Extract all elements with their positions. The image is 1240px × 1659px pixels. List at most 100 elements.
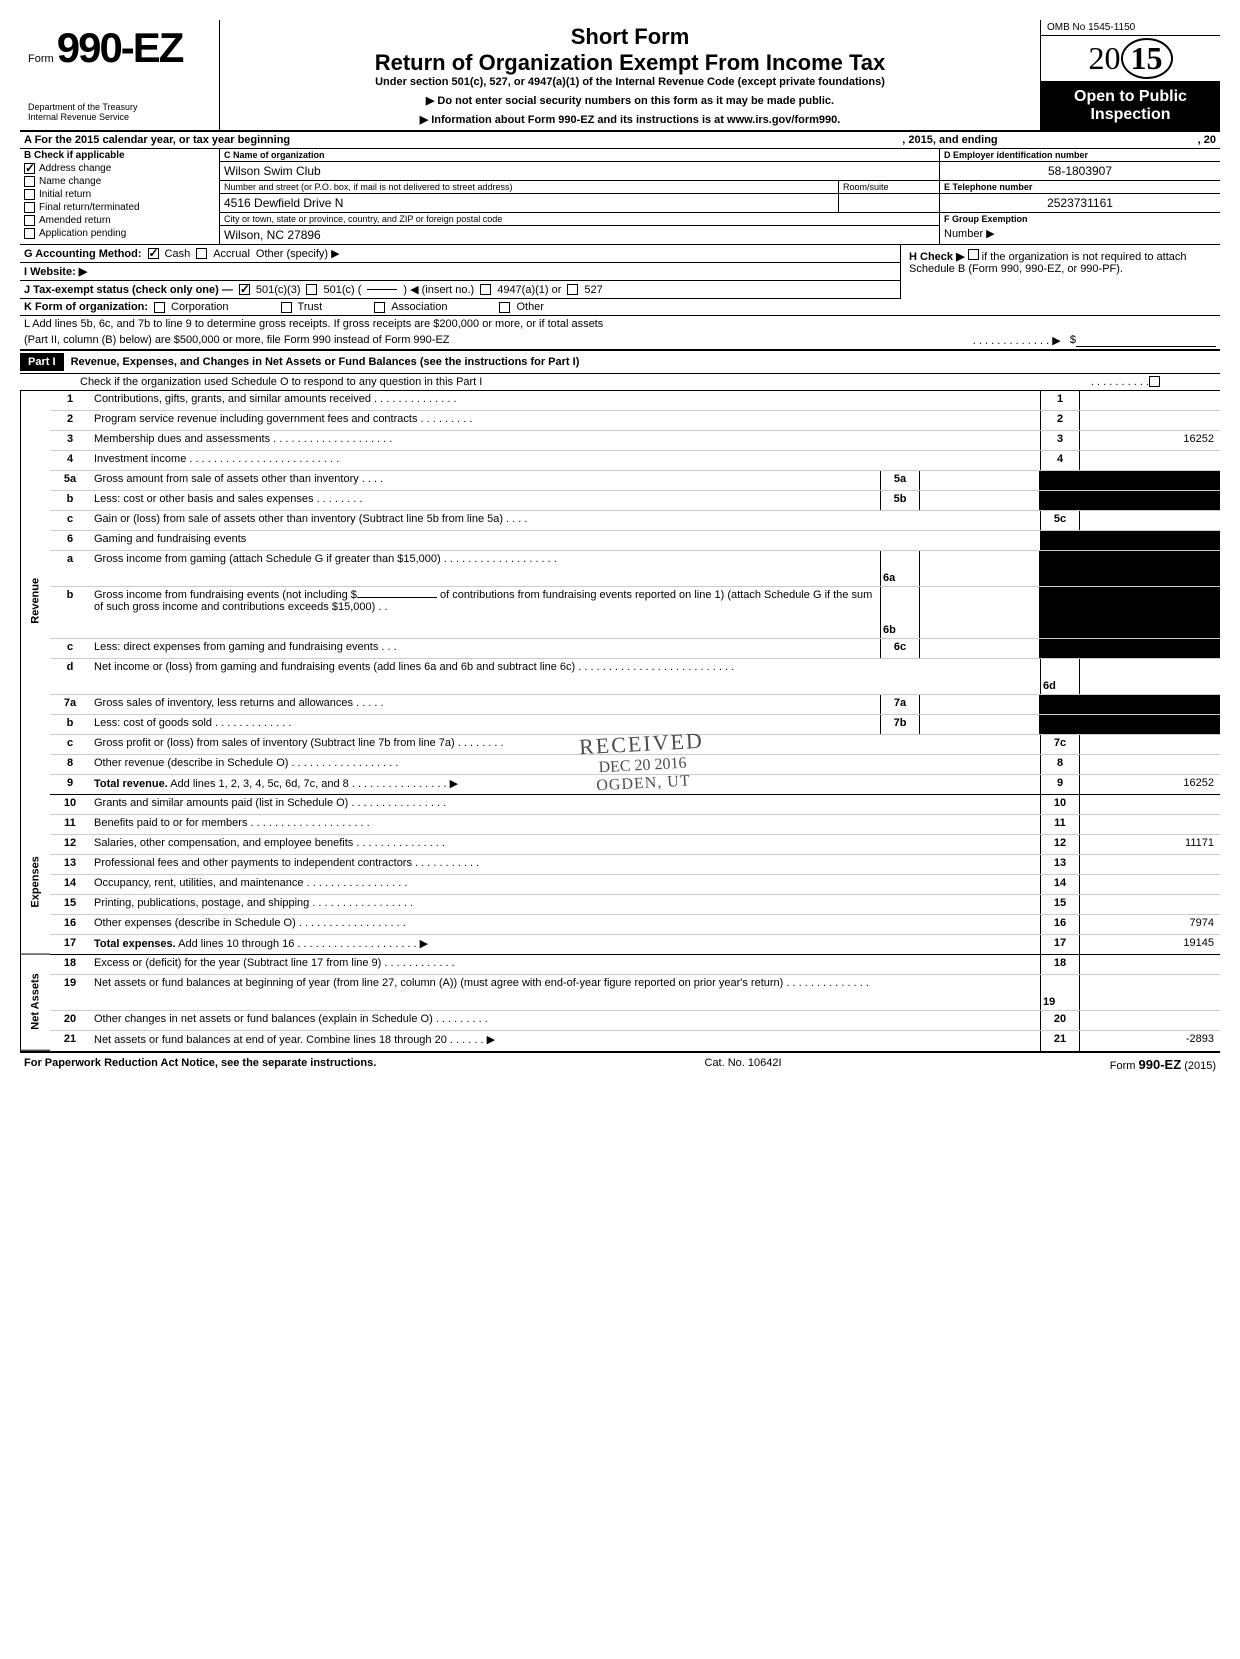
checkbox-trust[interactable] bbox=[281, 302, 292, 313]
line-5a-sublabel: 5a bbox=[880, 471, 920, 490]
label-527: 527 bbox=[584, 284, 602, 296]
line-5b-shade bbox=[1040, 491, 1080, 510]
checkbox-name-change[interactable] bbox=[24, 176, 35, 187]
dept-irs: Internal Revenue Service bbox=[28, 112, 211, 122]
checkbox-501c[interactable] bbox=[306, 284, 317, 295]
line-3-val: 16252 bbox=[1080, 431, 1220, 450]
label-501c3: 501(c)(3) bbox=[256, 284, 301, 296]
checkbox-other-org[interactable] bbox=[499, 302, 510, 313]
line-6c-desc: Less: direct expenses from gaming and fu… bbox=[90, 639, 880, 658]
checkbox-association[interactable] bbox=[374, 302, 385, 313]
title-box: Short Form Return of Organization Exempt… bbox=[220, 20, 1040, 130]
line-5b-desc: Less: cost or other basis and sales expe… bbox=[90, 491, 880, 510]
line-6-shade bbox=[1040, 531, 1080, 550]
line-16-no: 16 bbox=[50, 915, 90, 934]
side-labels-col: Revenue Expenses Net Assets bbox=[20, 391, 50, 1051]
line-5a-shade bbox=[1040, 471, 1080, 490]
checkbox-501c3[interactable] bbox=[239, 284, 250, 295]
line-7c-desc: Gross profit or (loss) from sales of inv… bbox=[90, 735, 1040, 754]
line-10-label: 10 bbox=[1040, 795, 1080, 814]
line-5b-sublabel: 5b bbox=[880, 491, 920, 510]
line-5b-no: b bbox=[50, 491, 90, 510]
line-7a-no: 7a bbox=[50, 695, 90, 714]
checkbox-application-pending[interactable] bbox=[24, 228, 35, 239]
line-6d-label: 6d bbox=[1040, 659, 1080, 694]
checkbox-527[interactable] bbox=[567, 284, 578, 295]
dept-treasury: Department of the Treasury bbox=[28, 72, 211, 112]
line-5a-no: 5a bbox=[50, 471, 90, 490]
line-3-desc: Membership dues and assessments . . . . … bbox=[90, 431, 1040, 450]
line-7c-label: 7c bbox=[1040, 735, 1080, 754]
form-label-box: Form 990-EZ Department of the Treasury I… bbox=[20, 20, 220, 130]
line-6d-desc: Net income or (loss) from gaming and fun… bbox=[90, 659, 1040, 694]
line-4-no: 4 bbox=[50, 451, 90, 470]
label-corporation: Corporation bbox=[171, 301, 228, 313]
checkbox-corporation[interactable] bbox=[154, 302, 165, 313]
side-label-revenue: Revenue bbox=[20, 391, 50, 810]
line-17-no: 17 bbox=[50, 935, 90, 954]
line-7b-subval bbox=[920, 715, 1040, 734]
line-2-desc: Program service revenue including govern… bbox=[90, 411, 1040, 430]
line-5c-label: 5c bbox=[1040, 511, 1080, 530]
line-18-desc: Excess or (deficit) for the year (Subtra… bbox=[90, 955, 1040, 974]
checkbox-address-change[interactable] bbox=[24, 163, 35, 174]
label-room: Room/suite bbox=[839, 181, 939, 194]
section-a-label: A For the 2015 calendar year, or tax yea… bbox=[24, 134, 290, 146]
label-final-return: Final return/terminated bbox=[39, 202, 140, 213]
line-20-desc: Other changes in net assets or fund bala… bbox=[90, 1011, 1040, 1030]
line-6a-desc: Gross income from gaming (attach Schedul… bbox=[90, 551, 880, 586]
line-7b-desc: Less: cost of goods sold . . . . . . . .… bbox=[90, 715, 880, 734]
side-label-expenses: Expenses bbox=[20, 810, 50, 955]
row-k-form-org: K Form of organization: Corporation Trus… bbox=[20, 299, 1220, 316]
line-14-label: 14 bbox=[1040, 875, 1080, 894]
row-l-line2: (Part II, column (B) below) are $500,000… bbox=[20, 332, 1220, 351]
line-6b-no: b bbox=[50, 587, 90, 638]
checkbox-cash[interactable] bbox=[148, 248, 159, 259]
line-11-desc: Benefits paid to or for members . . . . … bbox=[90, 815, 1040, 834]
label-address-change: Address change bbox=[39, 163, 111, 174]
line-10-val bbox=[1080, 795, 1220, 814]
line-8-label: 8 bbox=[1040, 755, 1080, 774]
label-form-org: K Form of organization: bbox=[24, 301, 148, 313]
footer-left: For Paperwork Reduction Act Notice, see … bbox=[24, 1057, 376, 1072]
form-prefix: Form bbox=[28, 53, 54, 65]
form-990ez: Form 990-EZ Department of the Treasury I… bbox=[20, 20, 1220, 1076]
line-6a-sublabel: 6a bbox=[880, 551, 920, 586]
public-line1: Open to Public bbox=[1047, 88, 1214, 106]
line-2-no: 2 bbox=[50, 411, 90, 430]
line-5a-subval bbox=[920, 471, 1040, 490]
label-street: Number and street (or P.O. box, if mail … bbox=[220, 181, 838, 194]
line-3-label: 3 bbox=[1040, 431, 1080, 450]
section-a-end: , 20 bbox=[1198, 134, 1216, 146]
line-7a-sublabel: 7a bbox=[880, 695, 920, 714]
line-7c-val bbox=[1080, 735, 1220, 754]
line-6b-desc: Gross income from fundraising events (no… bbox=[90, 587, 880, 638]
line-21-label: 21 bbox=[1040, 1031, 1080, 1051]
line-6c-subval bbox=[920, 639, 1040, 658]
line-9-val: 16252 bbox=[1080, 775, 1220, 794]
checkbox-4947[interactable] bbox=[480, 284, 491, 295]
return-title: Return of Organization Exempt From Incom… bbox=[232, 50, 1028, 76]
checkbox-initial-return[interactable] bbox=[24, 189, 35, 200]
label-website: I Website: ▶ bbox=[24, 265, 87, 278]
label-ein: D Employer identification number bbox=[940, 149, 1220, 162]
row-l-text2: (Part II, column (B) below) are $500,000… bbox=[24, 334, 450, 347]
line-13-label: 13 bbox=[1040, 855, 1080, 874]
label-h-check: H Check ▶ bbox=[909, 251, 965, 263]
checkbox-schedule-o[interactable] bbox=[1149, 376, 1160, 387]
checkbox-accrual[interactable] bbox=[196, 248, 207, 259]
checkbox-final-return[interactable] bbox=[24, 202, 35, 213]
line-6-no: 6 bbox=[50, 531, 90, 550]
line-15-val bbox=[1080, 895, 1220, 914]
line-6d-val bbox=[1080, 659, 1220, 694]
line-5b-subval bbox=[920, 491, 1040, 510]
checkbox-schedule-b[interactable] bbox=[968, 249, 979, 260]
row-h-schedule-b: H Check ▶ if the organization is not req… bbox=[900, 245, 1220, 299]
label-city: City or town, state or province, country… bbox=[220, 212, 939, 226]
checkbox-amended-return[interactable] bbox=[24, 215, 35, 226]
ein: 58-1803907 bbox=[940, 162, 1220, 181]
line-1-desc: Contributions, gifts, grants, and simila… bbox=[90, 391, 1040, 410]
line-20-no: 20 bbox=[50, 1011, 90, 1030]
line-6a-shade bbox=[1040, 551, 1080, 586]
label-tax-exempt: J Tax-exempt status (check only one) — bbox=[24, 284, 233, 296]
